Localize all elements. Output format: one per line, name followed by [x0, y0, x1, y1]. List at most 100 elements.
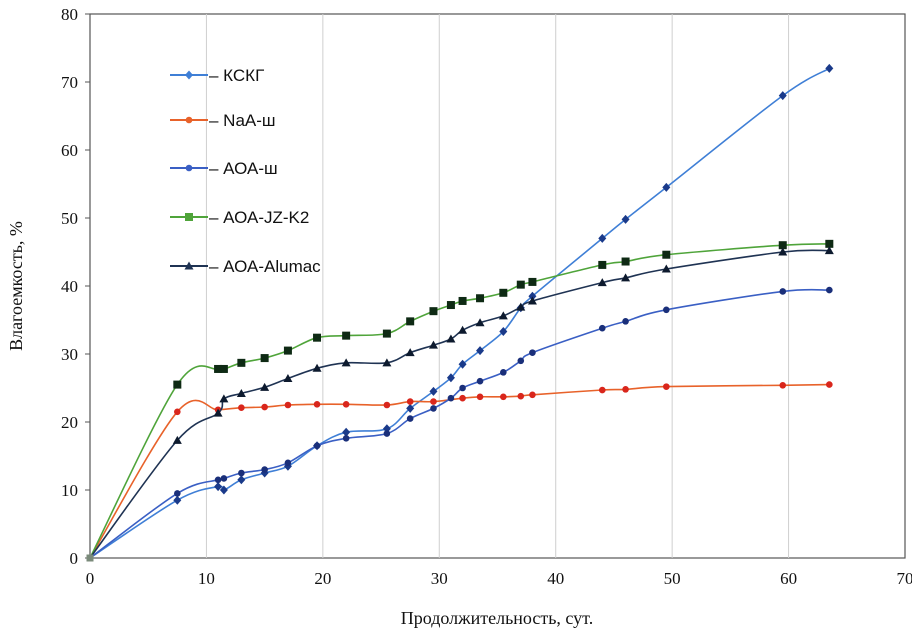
- series-point: [476, 393, 484, 401]
- y-tick-label: 10: [61, 481, 78, 500]
- series-point: [312, 363, 322, 372]
- x-tick-label: 30: [431, 569, 448, 588]
- series-point: [446, 373, 455, 383]
- series-4: [86, 246, 834, 562]
- series-point: [517, 392, 525, 400]
- series-point: [342, 427, 351, 437]
- series-point: [499, 327, 508, 337]
- series-point: [661, 264, 671, 273]
- series-point: [284, 401, 292, 409]
- series-point: [260, 382, 270, 391]
- x-tick-label: 10: [198, 569, 215, 588]
- y-tick-label: 0: [70, 549, 79, 568]
- series-point: [622, 386, 629, 393]
- series-point: [429, 386, 438, 396]
- y-tick-label: 50: [61, 209, 78, 228]
- series-point: [663, 306, 670, 314]
- series-point: [476, 377, 484, 385]
- series-point: [382, 329, 391, 338]
- series-point: [458, 325, 468, 334]
- series-point: [283, 346, 292, 355]
- series-point: [516, 280, 525, 289]
- series-point: [663, 383, 670, 390]
- series-point: [405, 348, 415, 357]
- series-point: [342, 435, 350, 442]
- series-point: [237, 475, 246, 485]
- legend: – КСКГ – NaA-ш – АОА-ш – АОА-JZ-K2 – АОА-Alu…: [170, 66, 321, 276]
- series-point: [237, 358, 246, 367]
- series-point: [825, 239, 834, 248]
- legend-marker: [185, 116, 193, 124]
- series-line-0: [89, 67, 830, 559]
- legend-label: – КСКГ: [209, 66, 264, 85]
- series-point: [313, 333, 322, 342]
- series-2: [86, 286, 833, 562]
- x-tick-label: 50: [664, 569, 681, 588]
- series-point: [174, 490, 181, 497]
- x-tick-label: 60: [780, 569, 797, 588]
- series-point: [406, 317, 415, 326]
- x-axis-label: Продолжительность, сут.: [401, 608, 593, 628]
- series-point: [261, 466, 268, 473]
- series-point: [621, 273, 631, 282]
- series-point: [598, 233, 607, 243]
- x-tick-label: 0: [86, 569, 95, 588]
- legend-label: – АОА-JZ-K2: [209, 208, 309, 227]
- series-point: [779, 288, 787, 295]
- series-point: [476, 346, 485, 356]
- series-point: [824, 246, 834, 255]
- series-point: [429, 307, 438, 316]
- series-point: [826, 286, 833, 294]
- series-point: [214, 482, 223, 492]
- series-point: [476, 294, 485, 303]
- grid: [205, 14, 790, 558]
- legend-marker: [185, 213, 193, 221]
- series-point: [383, 401, 391, 409]
- series-point: [220, 475, 228, 482]
- series-3: [86, 239, 834, 562]
- y-tick-label: 40: [61, 277, 78, 296]
- series-point: [621, 214, 630, 224]
- series-point: [406, 398, 414, 405]
- series-point: [778, 241, 787, 250]
- series-point: [475, 318, 485, 327]
- series-point: [826, 381, 833, 388]
- y-tick-label: 70: [61, 73, 78, 92]
- series-point: [598, 260, 607, 269]
- series-point: [458, 359, 467, 369]
- legend-label: – АОА-ш: [209, 159, 278, 178]
- series-point: [662, 182, 671, 192]
- series-point: [598, 386, 606, 394]
- series-point: [214, 364, 223, 373]
- x-tick-label: 40: [547, 569, 564, 588]
- series-point: [621, 257, 630, 266]
- series-point: [459, 384, 466, 392]
- y-tick-label: 20: [61, 413, 78, 432]
- series-point: [173, 495, 182, 505]
- series-point: [260, 354, 269, 363]
- series-point: [528, 277, 537, 286]
- series-point: [382, 358, 392, 367]
- series-point: [173, 380, 182, 389]
- series-point: [284, 459, 292, 467]
- series-point: [446, 334, 456, 343]
- y-tick-label: 30: [61, 345, 78, 364]
- series-point: [498, 311, 508, 320]
- series-point: [342, 401, 350, 408]
- series-point: [446, 301, 455, 310]
- series-point: [527, 296, 537, 305]
- series-point: [342, 331, 351, 340]
- y-tick-label: 80: [61, 5, 78, 24]
- series-point: [662, 250, 671, 259]
- series-point: [313, 401, 321, 408]
- series-point: [313, 442, 321, 450]
- series-point: [516, 302, 526, 311]
- series-point: [598, 324, 606, 332]
- series-point: [174, 408, 181, 416]
- series-point: [529, 391, 536, 399]
- series-point: [238, 469, 245, 477]
- series-point: [238, 404, 245, 412]
- series-point: [459, 394, 466, 402]
- series-point: [528, 291, 537, 301]
